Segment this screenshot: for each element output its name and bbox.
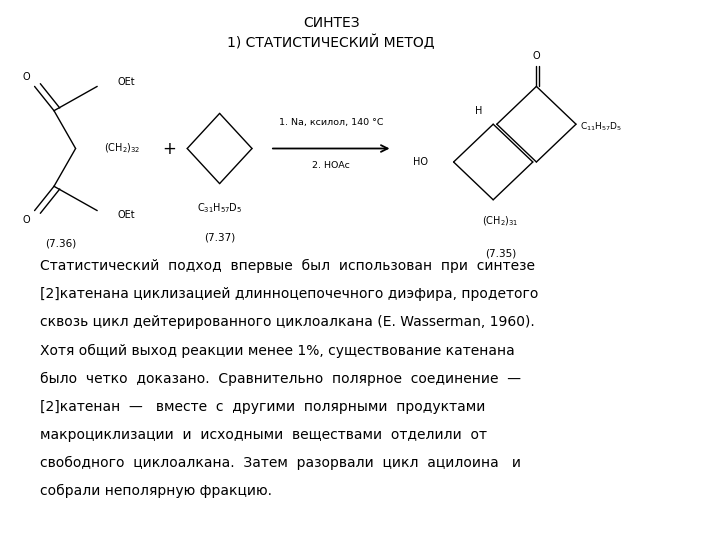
Text: 1. Na, ксилол, 140 °C: 1. Na, ксилол, 140 °C (279, 118, 384, 127)
Text: C$_{31}$H$_{57}$D$_5$: C$_{31}$H$_{57}$D$_5$ (197, 201, 242, 215)
Text: СИНТЕЗ: СИНТЕЗ (303, 16, 359, 30)
Text: Статистический  подход  впервые  был  использован  при  синтезе: Статистический подход впервые был исполь… (40, 259, 534, 273)
Text: [2]катенан  —   вместе  с  другими  полярными  продуктами: [2]катенан — вместе с другими полярными … (40, 400, 485, 414)
Text: 2. HOAc: 2. HOAc (312, 161, 350, 170)
Text: O: O (22, 72, 30, 82)
Text: (7.36): (7.36) (45, 238, 77, 248)
Text: свободного  циклоалкана.  Затем  разорвали  цикл  ацилоина   и: свободного циклоалкана. Затем разорвали … (40, 456, 521, 470)
Text: (CH$_2$)$_{32}$: (CH$_2$)$_{32}$ (104, 141, 141, 156)
Text: собрали неполярную фракцию.: собрали неполярную фракцию. (40, 484, 271, 498)
Text: HO: HO (413, 157, 428, 167)
Text: OEt: OEt (117, 210, 135, 220)
Text: 1) СТАТИСТИЧЕСКИЙ МЕТОД: 1) СТАТИСТИЧЕСКИЙ МЕТОД (228, 35, 435, 51)
Text: O: O (533, 51, 540, 61)
Text: макроциклизации  и  исходными  веществами  отделили  от: макроциклизации и исходными веществами о… (40, 428, 487, 442)
Text: OEt: OEt (117, 77, 135, 87)
Text: H: H (475, 106, 482, 116)
Text: (7.37): (7.37) (204, 233, 235, 242)
Text: [2]катенана циклизацией длинноцепочечного диэфира, продетого: [2]катенана циклизацией длинноцепочечног… (40, 287, 538, 301)
Text: (7.35): (7.35) (485, 249, 516, 259)
Text: Хотя общий выход реакции менее 1%, существование катенана: Хотя общий выход реакции менее 1%, сущес… (40, 343, 514, 357)
Text: C$_{11}$H$_{57}$D$_5$: C$_{11}$H$_{57}$D$_5$ (580, 120, 621, 133)
Text: сквозь цикл дейтерированного циклоалкана (Е. Wasserman, 1960).: сквозь цикл дейтерированного циклоалкана… (40, 315, 534, 329)
Text: было  четко  доказано.  Сравнительно  полярное  соединение  —: было четко доказано. Сравнительно полярн… (40, 372, 521, 386)
Text: (CH$_2$)$_{31}$: (CH$_2$)$_{31}$ (482, 214, 518, 228)
Text: O: O (22, 215, 30, 225)
Text: +: + (162, 139, 176, 158)
